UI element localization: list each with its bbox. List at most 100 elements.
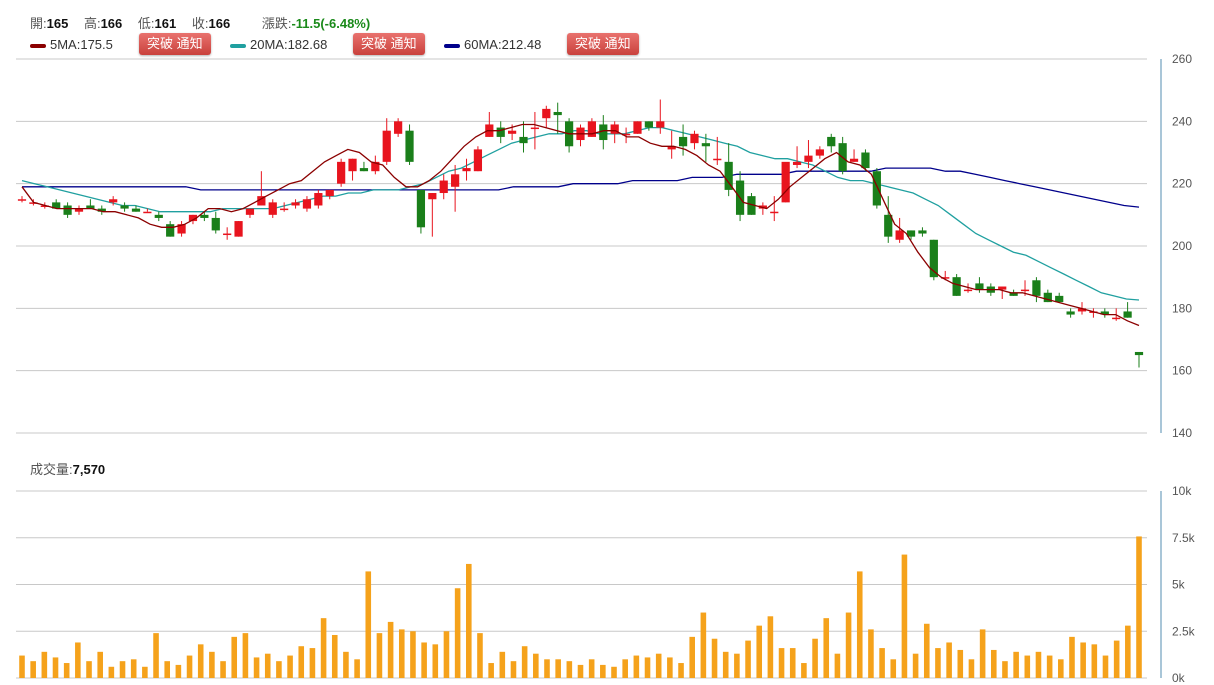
price-tick-label: 220 bbox=[1172, 177, 1192, 191]
volume-bar bbox=[432, 644, 439, 678]
volume-bar bbox=[834, 653, 841, 678]
volume-bar bbox=[823, 618, 830, 678]
candle-body bbox=[747, 196, 756, 215]
candle-body bbox=[1100, 311, 1109, 315]
volume-bar bbox=[767, 616, 774, 678]
candle-body bbox=[496, 127, 505, 137]
volume-bar bbox=[544, 659, 550, 678]
ma20-alert-button[interactable]: 突破 通知 bbox=[353, 33, 425, 55]
volume-tick-label: 0k bbox=[1172, 671, 1186, 685]
high-value: 166 bbox=[100, 16, 123, 31]
volume-bar bbox=[856, 571, 863, 678]
candle-body bbox=[245, 208, 255, 215]
ma60-label: 60MA:212.48 bbox=[464, 37, 542, 52]
candle-body bbox=[52, 202, 61, 209]
ma5-line bbox=[21, 123, 1140, 327]
volume-bar bbox=[1080, 642, 1086, 678]
volume-bar bbox=[801, 663, 807, 678]
volume-bar bbox=[979, 629, 986, 678]
candle-body bbox=[325, 189, 334, 197]
candle-body bbox=[17, 199, 27, 201]
candle-body bbox=[713, 158, 722, 161]
volume-bar bbox=[63, 663, 70, 678]
candle-body bbox=[74, 208, 84, 212]
candle-body bbox=[200, 214, 209, 218]
volume-summary: 成交量:7,570 bbox=[30, 459, 105, 478]
volume-bar bbox=[778, 648, 785, 678]
candle-body bbox=[872, 171, 881, 206]
ma60-swatch bbox=[444, 43, 460, 48]
ma5-swatch bbox=[30, 43, 46, 48]
ma20-line bbox=[21, 126, 1140, 301]
volume-bar bbox=[655, 653, 662, 678]
candle-body bbox=[1123, 311, 1132, 318]
volume-bar bbox=[622, 659, 628, 678]
candle-body bbox=[1043, 292, 1052, 303]
candle-body bbox=[827, 136, 836, 147]
candle-body bbox=[884, 214, 893, 237]
volume-bar bbox=[443, 631, 450, 678]
ma5-alert-button[interactable]: 突破 通知 bbox=[139, 33, 211, 55]
volume-bar bbox=[510, 661, 517, 678]
candle-body bbox=[1066, 311, 1075, 315]
volume-bar bbox=[700, 612, 707, 678]
price-tick-label: 200 bbox=[1172, 239, 1192, 253]
candle-body bbox=[337, 161, 346, 184]
volume-bar bbox=[387, 621, 394, 678]
candle-body bbox=[451, 174, 460, 187]
candle-body bbox=[109, 199, 118, 203]
candle-body bbox=[941, 277, 950, 279]
candle-body bbox=[804, 155, 813, 162]
candle-body bbox=[86, 205, 95, 209]
volume-bar bbox=[320, 618, 327, 678]
volume-bar bbox=[410, 631, 416, 678]
candle-body bbox=[929, 239, 938, 278]
open-value: 165 bbox=[46, 16, 69, 31]
change-label: 漲跌: bbox=[261, 16, 292, 31]
candle-body bbox=[405, 130, 414, 162]
volume-bar bbox=[689, 636, 695, 678]
candle-body bbox=[587, 121, 597, 137]
volume-bar bbox=[398, 629, 405, 678]
candle-body bbox=[302, 199, 312, 209]
quote-summary: 開:165 高:166 低:161 收:166 漲跌:-11.5(-6.48%) bbox=[30, 13, 370, 31]
candle-body bbox=[1032, 280, 1041, 296]
volume-bar bbox=[968, 659, 975, 678]
candle-body bbox=[553, 111, 562, 116]
candle-body bbox=[257, 196, 266, 206]
volume-bar bbox=[678, 663, 684, 678]
volume-bar bbox=[52, 657, 59, 678]
candle-body bbox=[724, 161, 733, 190]
volume-bar bbox=[946, 642, 952, 678]
volume-bar bbox=[421, 642, 427, 678]
high-label: 高: bbox=[83, 16, 101, 31]
candle-body bbox=[644, 121, 653, 128]
volume-bar bbox=[164, 661, 171, 678]
close-label: 收: bbox=[191, 16, 209, 31]
candle-body bbox=[633, 121, 642, 134]
candle-body bbox=[314, 193, 323, 206]
ma60-alert-button[interactable]: 突破 通知 bbox=[567, 33, 639, 55]
open-label: 開: bbox=[30, 16, 47, 31]
candle-body bbox=[1020, 289, 1030, 292]
volume-bar bbox=[142, 666, 148, 678]
volume-bar bbox=[789, 648, 796, 678]
candle-body bbox=[223, 233, 232, 236]
volume-bar bbox=[499, 651, 506, 678]
volume-bar bbox=[477, 633, 483, 678]
volume-bar bbox=[253, 657, 260, 678]
ma5-legend: 5MA:175.5 bbox=[30, 37, 113, 52]
volume-bar bbox=[75, 642, 81, 678]
volume-bar bbox=[119, 661, 126, 678]
volume-bar bbox=[600, 664, 606, 678]
candle-body bbox=[40, 205, 49, 207]
volume-bar bbox=[220, 661, 226, 678]
candle-body bbox=[154, 214, 163, 218]
candle-body bbox=[792, 161, 802, 165]
candle-body bbox=[519, 136, 528, 144]
low-label: 低: bbox=[137, 16, 155, 31]
volume-bar bbox=[711, 638, 718, 678]
volume-bar bbox=[86, 661, 92, 678]
volume-bar bbox=[1136, 536, 1142, 678]
